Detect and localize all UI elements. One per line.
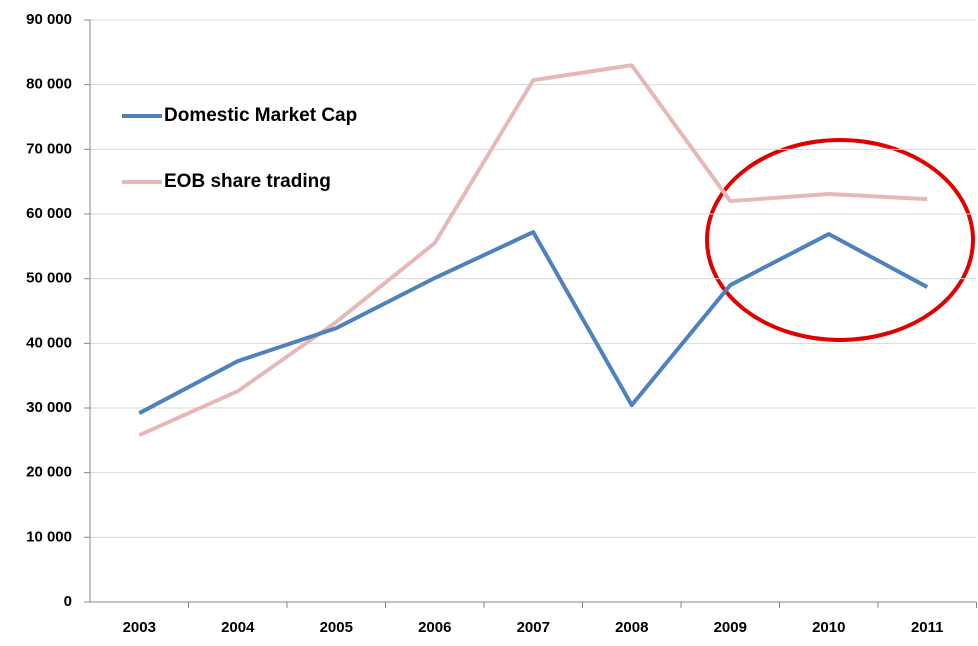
y-tick-label: 40 000 [26,334,72,351]
y-tick-label: 20 000 [26,464,72,481]
x-tick-label: 2007 [517,619,550,636]
y-tick-label: 30 000 [26,399,72,416]
x-tick-label: 2005 [320,619,353,636]
y-tick-label: 90 000 [26,11,72,28]
y-tick-label: 0 [64,593,72,610]
y-tick-label: 80 000 [26,76,72,93]
series-line [138,230,929,415]
y-tick-label: 60 000 [26,205,72,222]
legend-label: Domestic Market Cap [164,105,357,126]
series-line [138,63,928,437]
highlight-ellipse [705,138,975,342]
x-tick-label: 2011 [911,619,944,636]
x-tick-label: 2006 [418,619,451,636]
y-tick-label: 50 000 [26,270,72,287]
x-tick-label: 2010 [812,619,845,636]
x-tick-label: 2009 [714,619,747,636]
y-tick-label: 70 000 [26,140,72,157]
x-tick-label: 2003 [123,619,156,636]
legend-label: EOB share trading [164,171,331,192]
x-tick-label: 2008 [615,619,648,636]
x-tick-label: 2004 [221,619,255,636]
y-tick-label: 10 000 [26,528,72,545]
